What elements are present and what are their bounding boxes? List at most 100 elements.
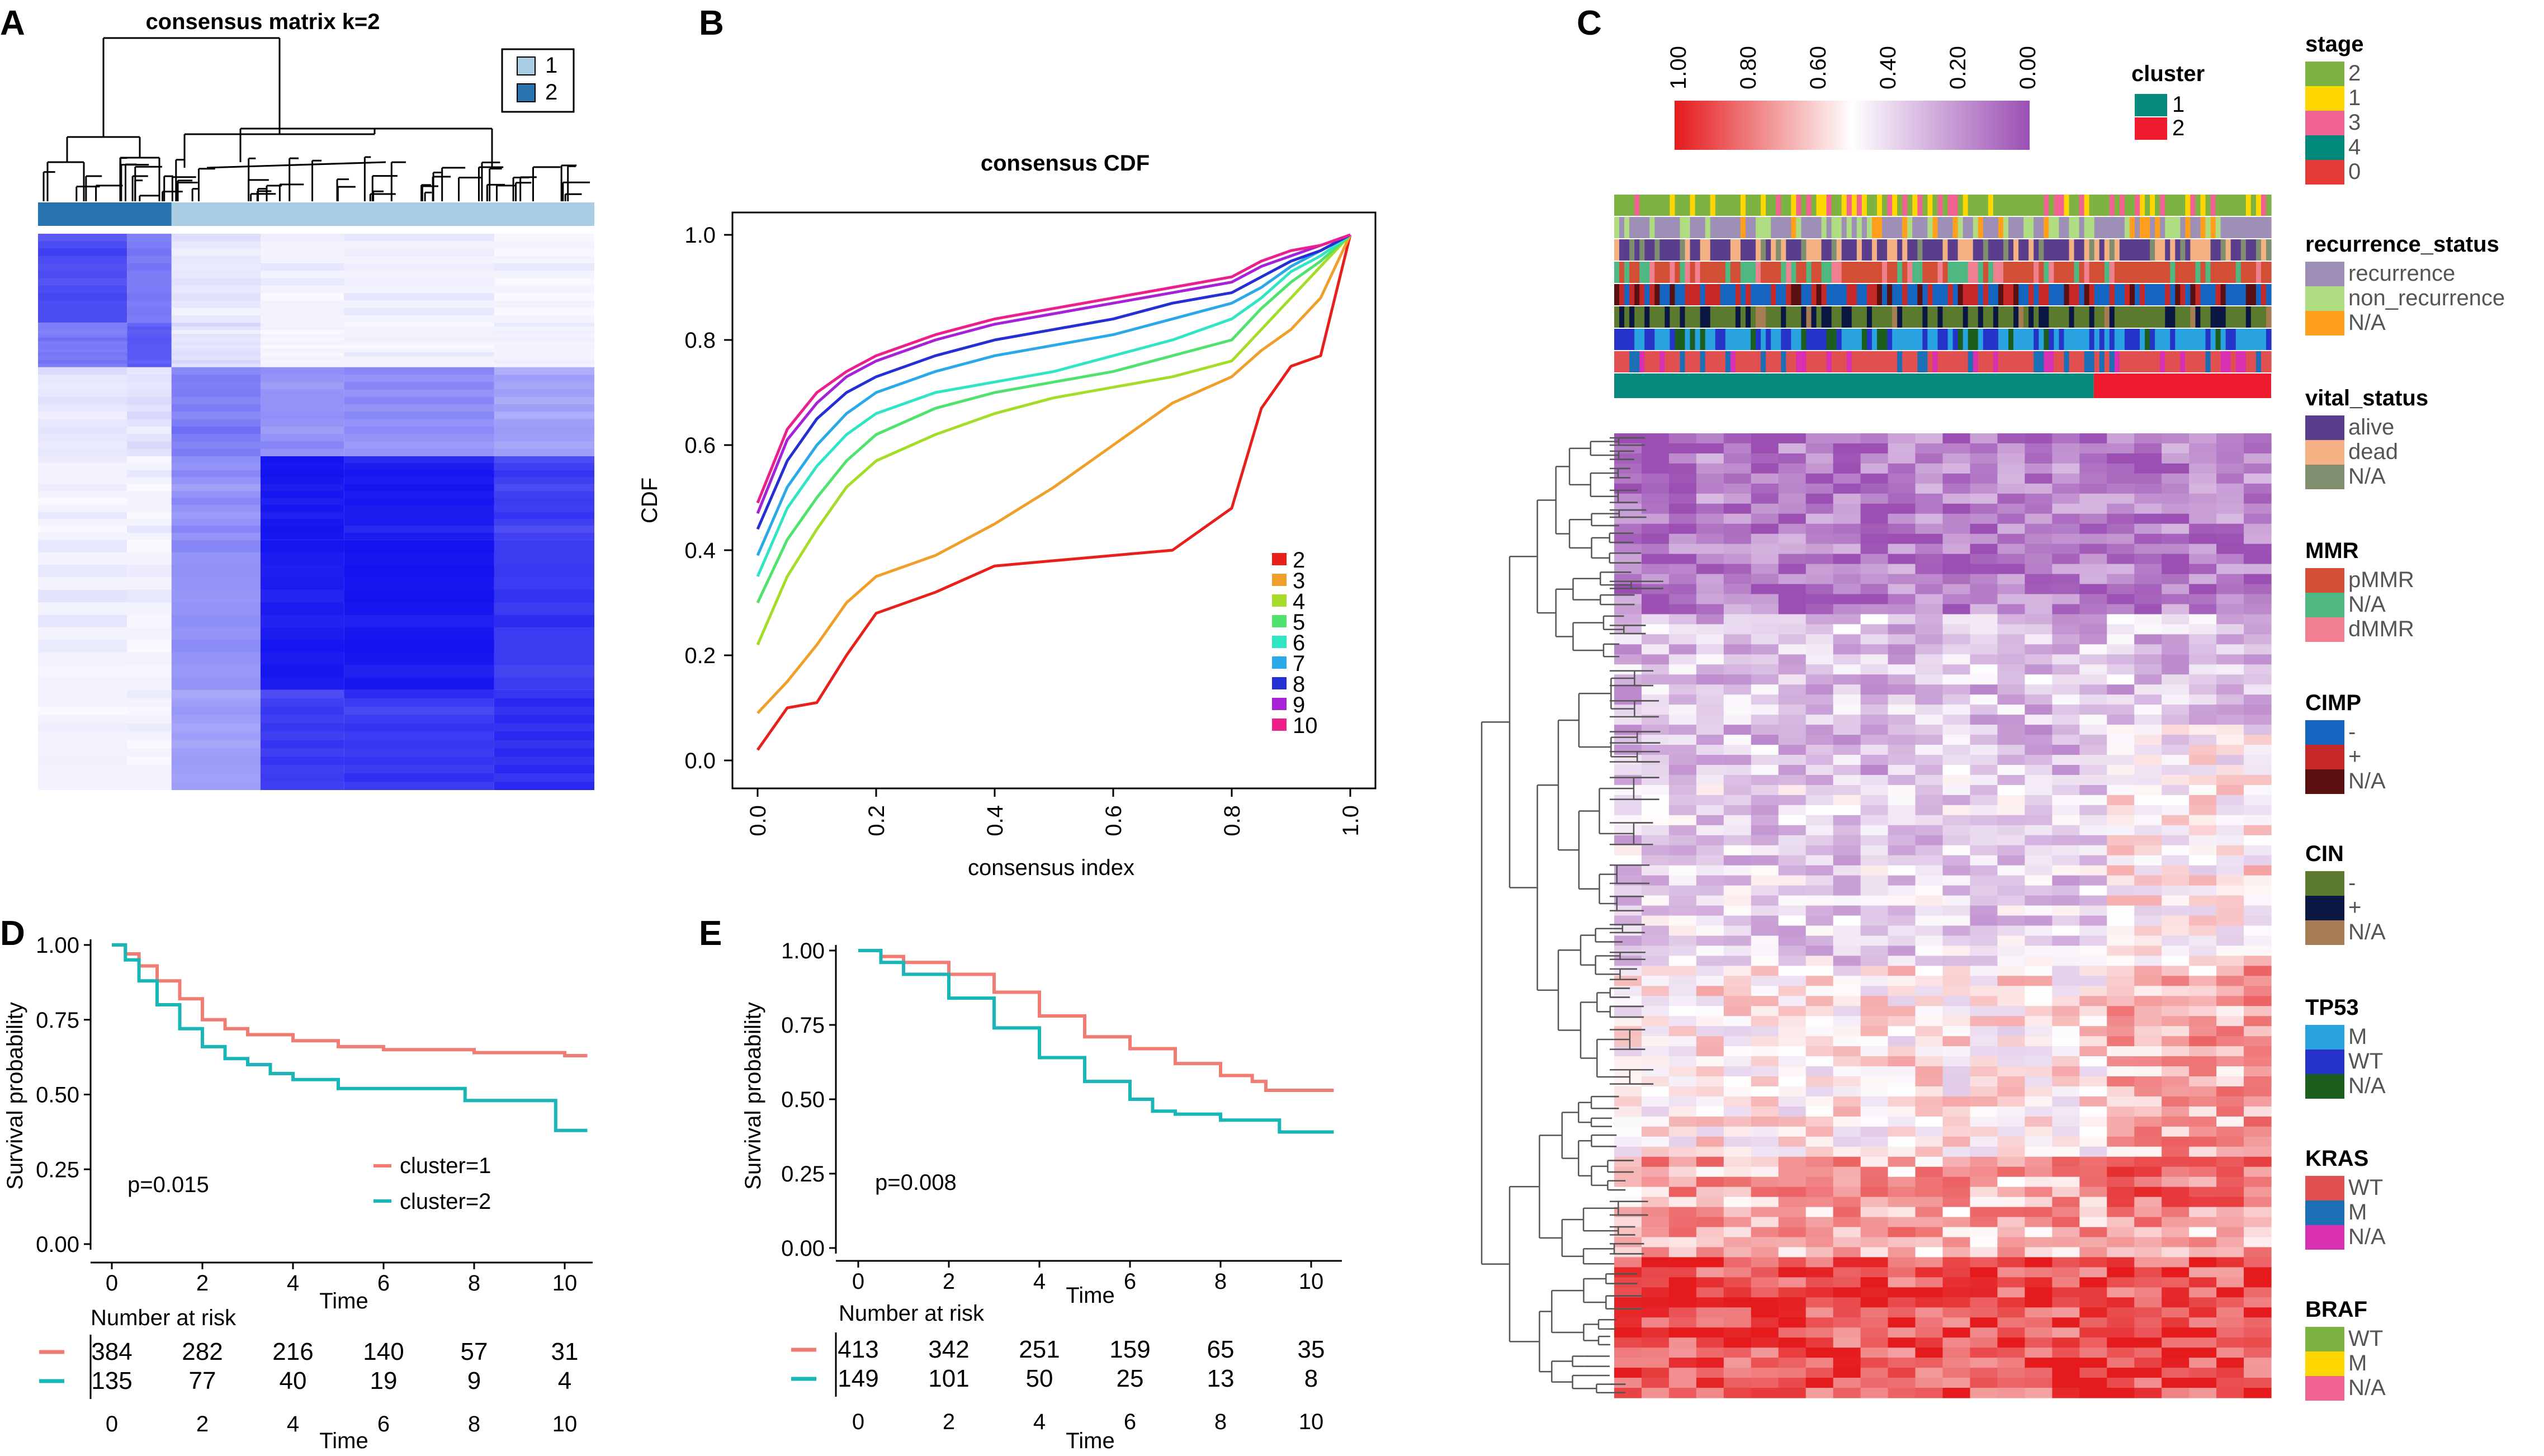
heatmap-cell: [1751, 664, 1779, 675]
annotation-cell: [2190, 284, 2196, 305]
annotation-cell: [1988, 217, 1994, 238]
heatmap-cell: [2134, 624, 2162, 635]
heatmap-cell: [2052, 483, 2080, 494]
annotation-cell: [1826, 195, 1832, 216]
heatmap-cell: [2052, 976, 2080, 986]
heatmap-cell: [2079, 925, 2107, 937]
heatmap-cell: [2107, 875, 2135, 886]
annotation-cell: [1932, 195, 1938, 216]
heatmap-cell: [1723, 1156, 1752, 1167]
heatmap-cell: [2162, 956, 2190, 966]
annotation-cell: [2165, 262, 2171, 283]
annotation-cell: [2266, 351, 2272, 372]
heatmap-cell: [1888, 1297, 1916, 1308]
heatmap-cell: [1888, 855, 1916, 866]
annotation-cell: [2023, 195, 2029, 216]
annotation-cell: [2160, 284, 2165, 305]
annotation-cell: [1811, 306, 1817, 328]
heatmap-cell: [1888, 715, 1916, 725]
heatmap-cell: [2052, 1036, 2080, 1047]
annotation-cell: [1861, 262, 1867, 283]
annotation-cell: [2261, 195, 2267, 216]
legend-entry-label: N/A: [2348, 1225, 2386, 1249]
heatmap-cell: [1641, 996, 1670, 1006]
heatmap-cell: [2244, 1378, 2272, 1388]
heatmap-cell: [2107, 905, 2135, 916]
heatmap-cell: [2189, 1368, 2217, 1378]
annotation-cell: [2069, 284, 2075, 305]
heatmap-cell: [1970, 1176, 1998, 1188]
heatmap-cell: [1970, 684, 1998, 695]
annotation-cell: [1659, 306, 1665, 328]
heatmap-cell: [1915, 755, 1944, 765]
annotation-cell: [1614, 306, 1620, 328]
annotation-cell: [1942, 351, 1949, 372]
heatmap-cell: [1888, 664, 1916, 675]
heatmap-cell: [1668, 885, 1697, 896]
heatmap-cell: [2107, 1186, 2135, 1198]
heatmap-cell: [1997, 825, 2025, 836]
heatmap-cell: [1970, 905, 1998, 916]
heatmap-cell: [1614, 956, 1642, 966]
heatmap-cell: [2189, 1277, 2217, 1288]
heatmap-cell: [2244, 1358, 2272, 1368]
heatmap-cell: [2107, 523, 2135, 535]
annotation-cell: [2205, 306, 2211, 328]
heatmap-cell: [1778, 1036, 1807, 1047]
heatmap-cell: [1696, 1096, 1724, 1107]
annotation-cell: [1887, 306, 1893, 328]
annotation-cell: [2205, 262, 2211, 283]
heatmap-cell: [1860, 815, 1889, 826]
matrix-texture: [171, 540, 261, 552]
heatmap-cell: [2134, 1237, 2162, 1248]
heatmap-cell: [1915, 624, 1944, 635]
heatmap-cell: [1942, 1076, 1971, 1087]
annotation-cell: [1761, 239, 1766, 261]
heatmap-cell: [2079, 604, 2107, 615]
heatmap-cell: [1888, 1317, 1916, 1328]
heatmap-cell: [1970, 1126, 1998, 1137]
panel-label-e: E: [699, 914, 722, 953]
matrix-texture: [261, 723, 344, 732]
annotation-cell: [2008, 217, 2014, 238]
heatmap-cell: [1614, 1026, 1642, 1037]
heatmap-cell: [1778, 503, 1807, 514]
heatmap-cell: [1860, 614, 1889, 625]
heatmap-cell: [1997, 1046, 2025, 1057]
heatmap-cell: [1970, 1116, 1998, 1127]
heatmap-cell: [2162, 644, 2190, 655]
heatmap-cell: [2025, 1327, 2053, 1338]
cdf-legend-swatch-k6: [1272, 636, 1287, 648]
heatmap-cell: [1915, 1046, 1944, 1057]
heatmap-cell: [1696, 1136, 1724, 1147]
heatmap-cell: [1888, 584, 1916, 595]
heatmap-cell: [1970, 1207, 1998, 1218]
heatmap-cell: [2134, 715, 2162, 725]
heatmap-cell: [1614, 1076, 1642, 1087]
heatmap-cell: [1696, 523, 1724, 535]
heatmap-cell: [1751, 1197, 1779, 1208]
heatmap-cell: [1833, 1337, 1861, 1348]
heatmap-cell: [1668, 1197, 1697, 1208]
heatmap-cell: [2052, 584, 2080, 595]
legend-swatch: [2305, 745, 2344, 769]
annotation-cell: [1761, 351, 1766, 372]
heatmap-cell: [1860, 594, 1889, 605]
risk-value: 57: [461, 1338, 488, 1365]
heatmap-cell: [1751, 946, 1779, 956]
annotation-cell: [1690, 306, 1696, 328]
heatmap-cell: [2162, 1287, 2190, 1298]
heatmap-cell: [1888, 1176, 1916, 1188]
heatmap-cell: [1805, 1106, 1834, 1117]
heatmap-cell: [1751, 1146, 1779, 1157]
annotation-cell: [1877, 284, 1883, 305]
matrix-texture: [494, 540, 594, 552]
annotation-cell: [2165, 351, 2171, 372]
heatmap-cell: [2079, 976, 2107, 986]
annotation-cell: [1897, 351, 1903, 372]
heatmap-cell: [2052, 574, 2080, 585]
matrix-texture: [38, 614, 127, 627]
heatmap-cell: [1997, 1358, 2025, 1368]
heatmap-cell: [1696, 1036, 1724, 1047]
heatmap-cell: [1860, 1237, 1889, 1248]
